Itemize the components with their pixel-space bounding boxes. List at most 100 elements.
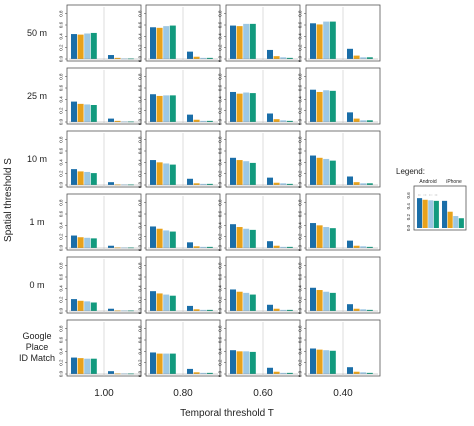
legend: Legend: Android iPhone 0.0 0.2 0.4 0.6 [396,167,467,231]
bar-android [323,158,330,185]
bar-iphone [273,182,280,185]
bar-iphone [353,245,360,248]
bar-android [329,160,336,185]
bar-iphone [286,372,293,374]
bar-iphone [193,56,200,59]
bar-android [156,162,163,185]
panel: 0.0 0.2 0.4 0.6 0.8 [298,130,381,188]
bar-android [249,23,256,59]
bar-android [150,27,156,59]
bar-android [249,351,256,374]
bar-iphone [108,55,114,59]
y-tick-label: 0.4 [138,285,143,292]
bar-android [230,91,236,122]
y-tick-label: 0.6 [59,147,64,154]
panel: 0.0 0.2 0.4 0.6 0.8 [138,67,221,125]
y-tick-label: 0.4 [138,33,143,40]
column-label: 1.00 [94,388,114,399]
y-tick-label: 0.4 [218,222,223,229]
y-tick-label: 0.0 [138,118,143,125]
panel: 0.0 0.2 0.4 0.6 0.8 [298,319,381,377]
y-tick-label: 0.4 [59,285,64,292]
bar-android [156,228,163,248]
y-tick-label: 0.6 [59,21,64,28]
bar-iphone [206,309,213,311]
y-tick-label: 0.2 [298,296,303,303]
y-tick-label: 0.2 [138,359,143,366]
column-labels: 1.00 0.80 0.60 0.40 [94,388,353,399]
bar-iphone [114,120,121,122]
y-tick-label: 0.0 [138,181,143,188]
y-tick-label: 0.8 [59,73,64,80]
y-tick-label: 0.0 [138,244,143,251]
bar-iphone [200,372,207,374]
panel: 0.0 0.2 0.4 0.6 0.8 [138,4,221,62]
bar-android [84,104,91,122]
bar-android [329,292,336,311]
bar-android [249,162,256,185]
y-tick-label: 0.2 [298,233,303,240]
row-label: Google Place ID Match [19,331,55,363]
y-tick-label: 0.4 [298,96,303,103]
bar-android [77,358,84,374]
panel: 0.0 0.2 0.4 0.6 0.8 [218,4,301,62]
y-tick-label: 0.8 [298,73,303,80]
y-tick-label: 0.0 [298,244,303,251]
y-tick-label: 0.4 [138,348,143,355]
y-tick-label: 0.4 [59,222,64,229]
y-tick-label: 0.8 [59,325,64,332]
panel: 0.0 0.2 0.4 0.6 0.8 [138,256,221,314]
y-tick-label: 0.6 [59,336,64,343]
bar-android [163,163,170,185]
y-tick-label: 0.0 [298,307,303,314]
bar-android [243,92,250,122]
bar-android [90,238,97,248]
bar-iphone [353,182,360,185]
bar-android [243,292,250,311]
y-tick-label: 0.8 [218,10,223,17]
row-label: 25 m [27,91,47,101]
bar-iphone [193,246,200,248]
panel: 0.0 0.2 0.4 0.6 0.8 [59,130,142,188]
bar-android [243,23,250,59]
y-tick-label: 0.8 [218,325,223,332]
y-tick-label: 0.0 [138,55,143,62]
bar-iphone [200,309,207,311]
bar-android [243,228,250,248]
bar-android [316,157,323,185]
bar-iphone [267,177,273,185]
bar-iphone [187,368,193,374]
y-tick-label: 0.0 [298,118,303,125]
column-label: 0.80 [173,388,193,399]
y-tick-label: 0.2 [218,296,223,303]
y-tick-label: 0.0 [218,118,223,125]
bar-iphone [280,57,287,59]
y-tick-label: 0.0 [138,370,143,377]
bar-android [77,237,84,248]
bar-iphone [114,57,121,59]
panel: 0.0 0.2 0.4 0.6 0.8 [59,4,142,62]
y-tick-label: 0.8 [218,262,223,269]
bar-iphone [193,183,200,185]
legend-y-tick-label: 0.4 [406,203,411,210]
bar-iphone [360,246,367,248]
bar-android [169,353,176,374]
bar-iphone [200,120,207,122]
bar-android [310,223,316,248]
legend-bar-iphone [442,200,448,228]
bar-iphone [286,309,293,311]
bar-iphone [108,118,114,122]
bar-android [77,103,84,122]
legend-group-label: Android [419,179,436,185]
bar-iphone [273,119,280,122]
legend-group-label: iPhone [446,179,462,185]
panel: 0.0 0.2 0.4 0.6 0.8 [218,319,301,377]
panel: 0.0 0.2 0.4 0.6 0.8 [59,319,142,377]
legend-bar-iphone [458,218,464,228]
bar-iphone [206,372,213,374]
legend-bar-android [422,199,428,228]
y-tick-label: 0.8 [218,199,223,206]
bar-iphone [280,372,287,374]
bar-android [150,226,156,248]
